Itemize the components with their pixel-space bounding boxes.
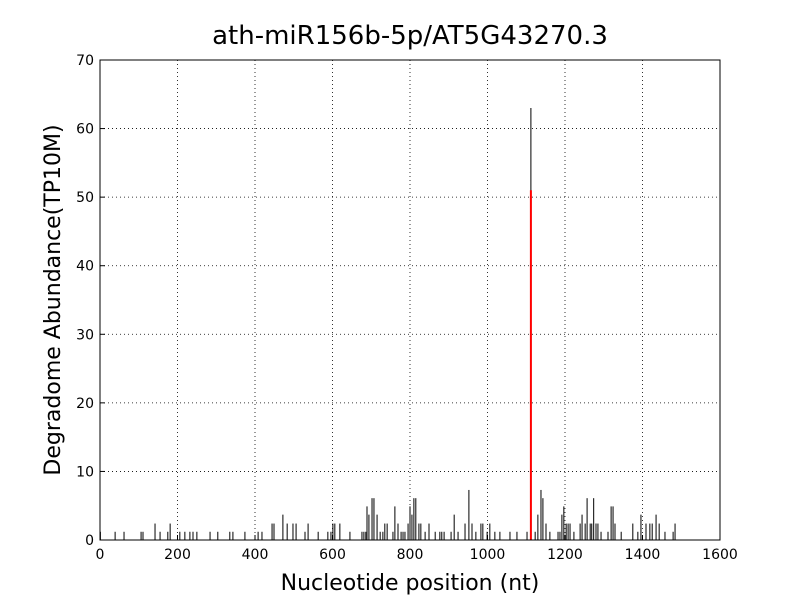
x-tick-label: 1600	[702, 547, 738, 563]
x-tick-label: 400	[242, 547, 269, 563]
y-tick-label: 30	[76, 327, 94, 343]
chart-title: ath-miR156b-5p/AT5G43270.3	[212, 21, 608, 51]
y-tick-label: 70	[76, 53, 94, 69]
y-tick-label: 60	[76, 122, 94, 138]
y-axis-label: Degradome Abundance(TP10M)	[41, 124, 66, 475]
y-tick-label: 0	[85, 533, 94, 549]
x-axis-label: Nucleotide position (nt)	[281, 571, 540, 596]
x-tick-label: 600	[319, 547, 346, 563]
x-tick-label: 0	[96, 547, 105, 563]
y-tick-label: 10	[76, 464, 94, 480]
x-tick-label: 1400	[625, 547, 661, 563]
y-tick-label: 20	[76, 396, 94, 412]
y-tick-label: 50	[76, 190, 94, 206]
x-tick-label: 1000	[470, 547, 506, 563]
y-tick-label: 40	[76, 259, 94, 275]
x-tick-label: 1200	[547, 547, 583, 563]
plot-frame	[99, 59, 721, 541]
x-tick-label: 200	[164, 547, 191, 563]
x-tick-label: 800	[397, 547, 424, 563]
